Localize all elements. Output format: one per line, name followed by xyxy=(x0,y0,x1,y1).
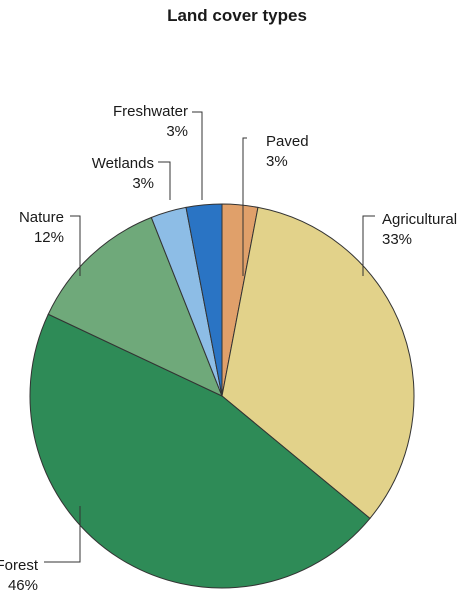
slice-value-nature: 12% xyxy=(34,229,64,246)
slice-value-wetlands: 3% xyxy=(132,175,154,192)
pie-slice-freshwater xyxy=(185,203,223,397)
leader-line-paved xyxy=(242,137,247,276)
leader-line-forest xyxy=(44,506,81,563)
leader-line-freshwater xyxy=(192,111,203,200)
slice-label-wetlands: Wetlands xyxy=(92,155,154,172)
slice-value-freshwater: 3% xyxy=(166,123,188,140)
slice-label-paved: Paved xyxy=(266,133,309,150)
slice-label-agricultural: Agricultural xyxy=(382,211,457,228)
leader-line-nature xyxy=(70,215,81,276)
pie-slice-nature xyxy=(47,216,223,397)
chart-title: Land cover types xyxy=(167,6,307,25)
slice-value-agricultural: 33% xyxy=(382,231,412,248)
slice-label-freshwater: Freshwater xyxy=(113,103,188,120)
leader-line-wetlands xyxy=(158,161,171,200)
slice-value-paved: 3% xyxy=(266,153,288,170)
pie-slice-forest xyxy=(29,313,371,589)
slice-label-nature: Nature xyxy=(19,209,64,226)
leader-line-agricultural xyxy=(362,215,375,276)
slice-label-forest: Forest xyxy=(0,557,39,574)
slice-value-forest: 46% xyxy=(8,577,38,594)
pie-slice-agricultural xyxy=(221,206,415,520)
